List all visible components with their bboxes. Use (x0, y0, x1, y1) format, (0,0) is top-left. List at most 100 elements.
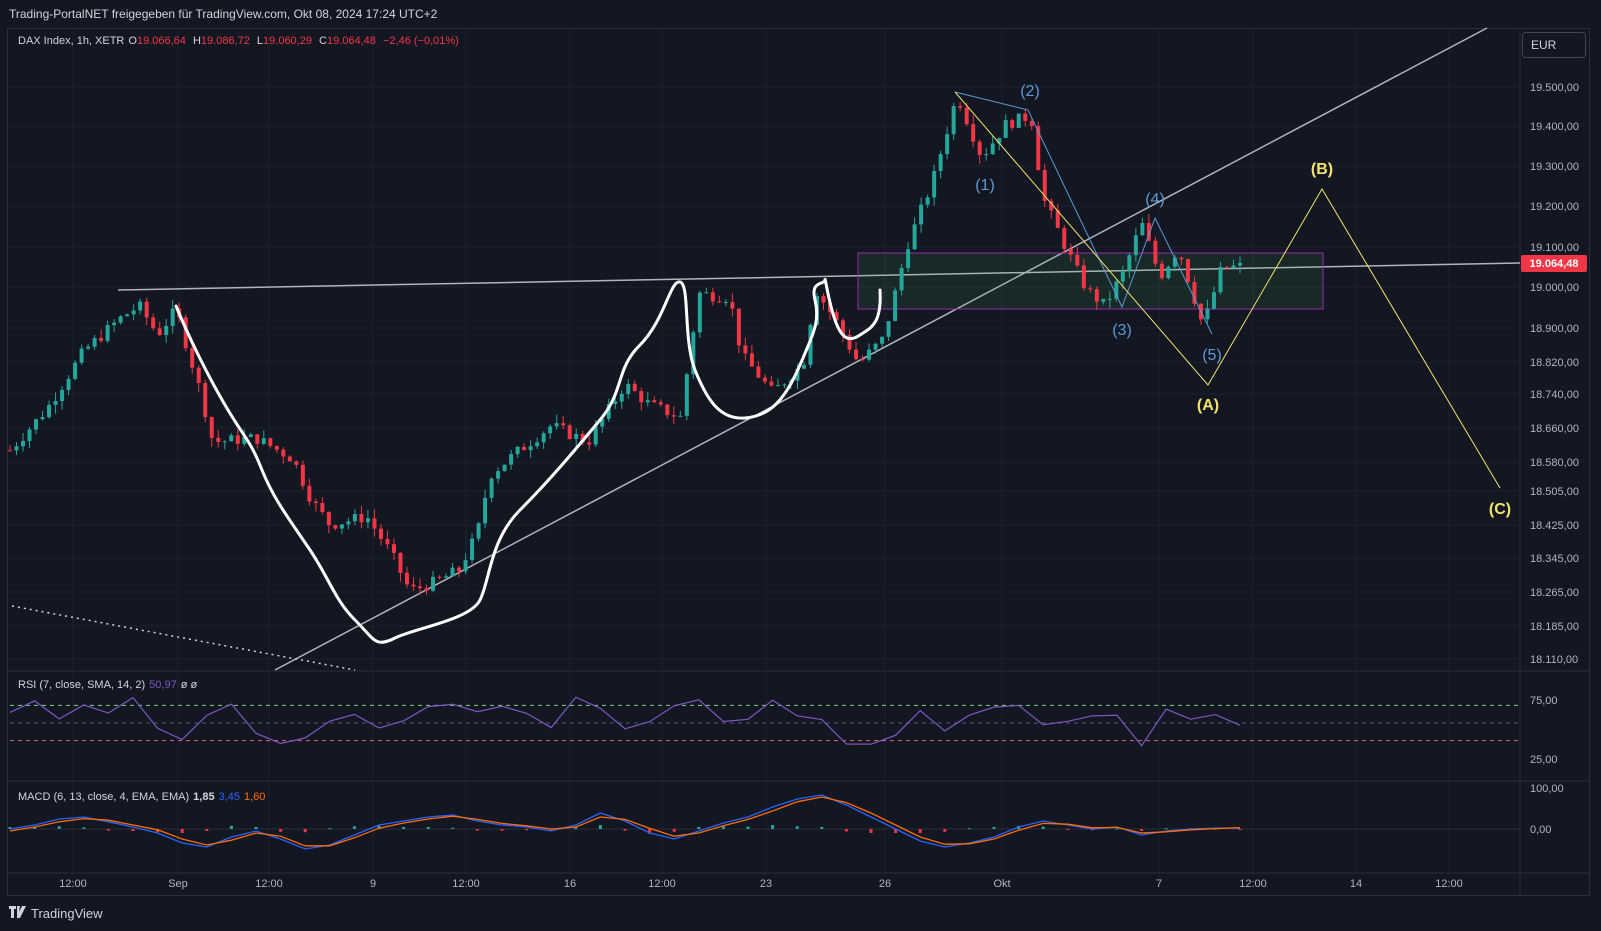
candle-body (880, 336, 885, 344)
main-legend: DAX Index, 1h, XETR O19.066,64 H19.086,72… (18, 35, 463, 47)
time-tick-label: 23 (760, 878, 772, 890)
candle-body (476, 523, 481, 539)
candle-body (457, 567, 462, 572)
candle-body (66, 378, 71, 390)
candle-body (567, 425, 572, 439)
candle-body (977, 141, 982, 156)
candle-body (847, 335, 852, 350)
macd-histogram-bar (844, 829, 848, 832)
macd-histogram-bar (918, 829, 922, 833)
candle-body (1224, 266, 1229, 269)
candle-body (1088, 288, 1093, 290)
price-tick-label: 18.900,00 (1530, 323, 1579, 335)
candle-body (704, 292, 709, 294)
currency-button[interactable]: EUR (1522, 32, 1586, 58)
candle-body (632, 383, 637, 392)
macd-histogram-bar (967, 828, 971, 830)
candle-body (73, 362, 78, 379)
candle-body (1127, 255, 1132, 271)
wave-label-blue: (5) (1202, 347, 1222, 364)
elliott-wave-lines (954, 91, 1501, 489)
pane-separators (8, 29, 1589, 895)
candle-body (131, 310, 136, 315)
candle-body (27, 429, 32, 441)
macd-histogram-bar (279, 829, 283, 832)
candle-body (691, 332, 696, 375)
candle-body (333, 525, 338, 529)
candle-body (1023, 113, 1028, 121)
candle-body (1049, 200, 1054, 211)
macd-histogram-bar (943, 829, 947, 832)
candle-body (522, 446, 527, 451)
candle-body (808, 324, 813, 365)
macd-histogram-bar (377, 825, 381, 829)
time-tick-label: 14 (1350, 878, 1362, 890)
candle-body (821, 296, 826, 303)
candle-body (626, 383, 631, 394)
close-label: C (319, 35, 327, 47)
macd-histogram-bar (992, 827, 996, 829)
price-tag-label: 19.064,48 (1530, 258, 1579, 270)
candle-body (1003, 120, 1008, 138)
macd-histogram-bar (869, 829, 873, 833)
candle-body (235, 435, 240, 444)
candle-body (990, 143, 995, 155)
candle-body (893, 290, 898, 322)
time-tick-label: 12:00 (59, 878, 87, 890)
macd-histogram-bar (623, 829, 627, 831)
candle-body (483, 497, 488, 524)
candle-body (274, 445, 279, 450)
candle-body (157, 328, 162, 336)
candle-body (255, 434, 260, 444)
candle-body (444, 576, 449, 578)
macd-histogram-bar (672, 829, 676, 832)
macd-histogram-bar (500, 829, 504, 831)
candle-body (1068, 248, 1073, 255)
macd-histogram-bar (303, 829, 307, 833)
price-tick-label: 19.200,00 (1530, 201, 1579, 213)
candle-body (346, 521, 351, 525)
candle-body (21, 440, 26, 447)
candle-body (1218, 266, 1223, 293)
candle-body (964, 107, 969, 125)
time-tick-label: 12:00 (648, 878, 676, 890)
wave-label-blue: (3) (1112, 322, 1132, 339)
low-label: L (256, 35, 264, 47)
candle-body (743, 345, 748, 354)
high-value: 19.086,72 (200, 35, 250, 47)
candle-body (1010, 120, 1015, 128)
candle-body (216, 437, 221, 443)
price-axis: 19.500,00 19.400,00 19.300,00 19.200,00 19.1… (1530, 82, 1579, 836)
candle-body (769, 381, 774, 386)
impulse-wave-blue (954, 91, 1213, 335)
candle-body (287, 456, 292, 462)
candle-body (14, 446, 19, 451)
candle-body (1159, 263, 1164, 279)
candle-body (906, 249, 911, 269)
grid-lines (8, 29, 1520, 875)
macd-histogram-bar (180, 829, 184, 833)
candle-body (684, 374, 689, 416)
candle-body (1107, 298, 1112, 300)
candle-body (528, 446, 533, 451)
candle-body (834, 312, 839, 321)
price-tick-label: 18.580,00 (1530, 457, 1579, 469)
share-banner: Trading-PortalNET freigegeben für Tradin… (9, 7, 438, 21)
candle-body (873, 343, 878, 350)
candle-body (945, 134, 950, 155)
candle-body (112, 322, 117, 326)
price-tick-label: 18.345,00 (1530, 553, 1579, 565)
candle-body (1179, 257, 1184, 260)
macd-histogram-bar (82, 827, 86, 829)
candle-body (1120, 270, 1125, 282)
candle-body (431, 576, 436, 591)
dotted-trendline (11, 605, 356, 671)
candle-body (710, 292, 715, 302)
candle-body (1029, 120, 1034, 127)
candle-body (40, 417, 45, 420)
candle-body (678, 415, 683, 417)
chart-frame[interactable] (7, 28, 1590, 896)
wave-label-yellow: (B) (1311, 161, 1333, 178)
candle-body (1042, 170, 1047, 201)
